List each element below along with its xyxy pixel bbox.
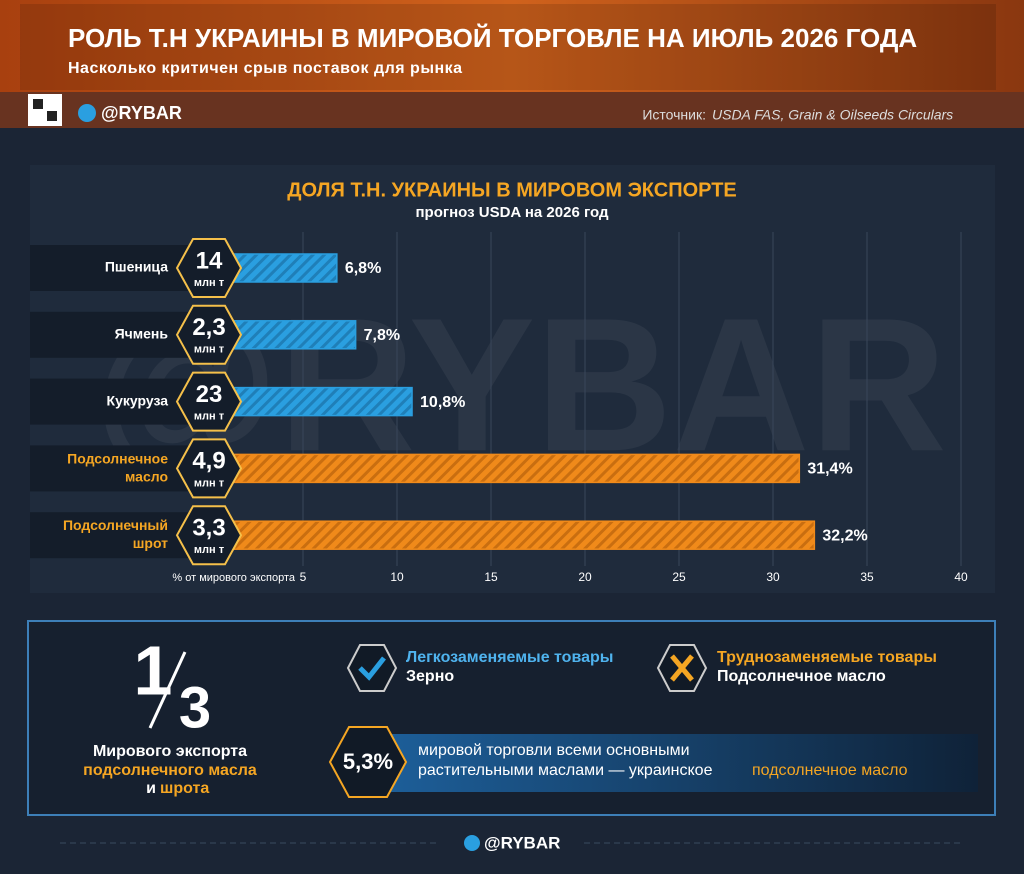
source-label: Источник: [642,107,706,123]
volume-hexagon [175,505,243,566]
title: РОЛЬ Т.Н УКРАИНЫ В МИРОВОЙ ТОРГОВЛЕ НА И… [68,23,917,53]
x-tick-label: 30 [766,570,780,584]
y-tick-label: Подсолнечное масло [67,450,168,484]
volume-label: 23 [196,381,223,408]
summary-caption: подсолнечного масла [83,762,257,779]
hard-title: Труднозаменяемые товары [717,649,937,666]
y-tick-label: Кукуруза [107,392,169,408]
y-tick-label: Ячмень [115,326,169,342]
chart-title: ДОЛЯ Т.Н. УКРАИНЫ В МИРОВОМ ЭКСПОРТЕ [287,179,737,201]
x-tick-label: 25 [672,570,686,584]
share-text: подсолнечное масло [752,762,908,779]
volume-hexagon [175,371,243,432]
x-axis-label: % от мирового экспорта [172,572,295,584]
brand-strip [0,92,1024,128]
summary-caption: и [146,780,156,797]
category-box [30,245,200,291]
fraction-denominator: 3 [179,675,211,740]
volume-hexagon [175,238,243,298]
value-label: 31,4% [807,461,852,478]
qr-code [28,94,62,126]
chart: 5 10 15 20 25 30 35 40 Пшеница 6,8% 14 млн т Ячмень 7… [30,232,968,584]
volume-label: 2,3 [192,314,225,341]
volume-label: 4,9 [192,448,225,475]
volume-unit: млн т [194,477,225,489]
volume-unit: млн т [194,411,225,423]
category-box [30,311,200,358]
y-tick-label: Пшеница [105,259,168,275]
volume-unit: млн т [194,544,225,556]
value-label: 32,2% [822,527,867,544]
check-mark [358,656,386,681]
volume-unit: млн т [194,344,225,356]
x-tick-label: 10 [390,570,404,584]
chart-subtitle: прогноз USDA на 2026 год [415,204,609,221]
fraction-numerator: 1 [134,631,173,709]
header-shade [20,4,996,90]
telegram-icon [78,104,96,122]
share-value: 5,3% [343,749,393,774]
volume-hexagon [175,438,243,499]
x-tick-label: 40 [954,570,968,584]
qr-dot [33,99,43,109]
category-box [30,445,200,492]
hard-item: Подсолнечное масло [717,668,886,685]
check-icon [346,644,398,692]
share-text: мировой торговли всеми основными [418,742,690,759]
bar [208,386,413,417]
cross-mark [670,654,694,682]
value-label: 6,8% [345,260,381,277]
value-label: 10,8% [420,394,465,411]
footer-brand: @RYBAR [484,833,560,852]
bar [208,520,816,550]
volume-hexagon [175,304,243,365]
header-band [0,0,1024,92]
easy-title: Легкозаменяемые товары [406,649,613,666]
value-label: 7,8% [364,327,400,344]
volume-label: 3,3 [192,515,225,542]
volume-label: 14 [196,247,223,274]
category-box [30,378,200,425]
qr-dot [47,111,57,121]
summary-caption: шрота [160,780,209,797]
y-tick-label: Подсолнечный шрот [63,517,168,551]
summary-caption: Мирового экспорта [93,743,247,760]
easy-item: Зерно [406,668,454,685]
bar [208,453,801,484]
share-hexagon [328,726,408,798]
source: USDA FAS, Grain & Oilseeds Circulars [712,107,953,123]
telegram-icon [464,835,480,851]
x-tick-label: 5 [300,570,307,584]
subtitle: Насколько критичен срыв поставок для рын… [68,60,463,77]
category-box [30,512,200,559]
share-box [380,734,978,792]
x-tick-label: 20 [578,570,592,584]
fraction-slash [148,651,187,729]
brand: @RYBAR [101,103,182,123]
x-tick-label: 15 [484,570,498,584]
share-text: растительными маслами — украинское [418,762,713,779]
volume-unit: млн т [194,277,225,289]
x-tick-label: 35 [860,570,874,584]
